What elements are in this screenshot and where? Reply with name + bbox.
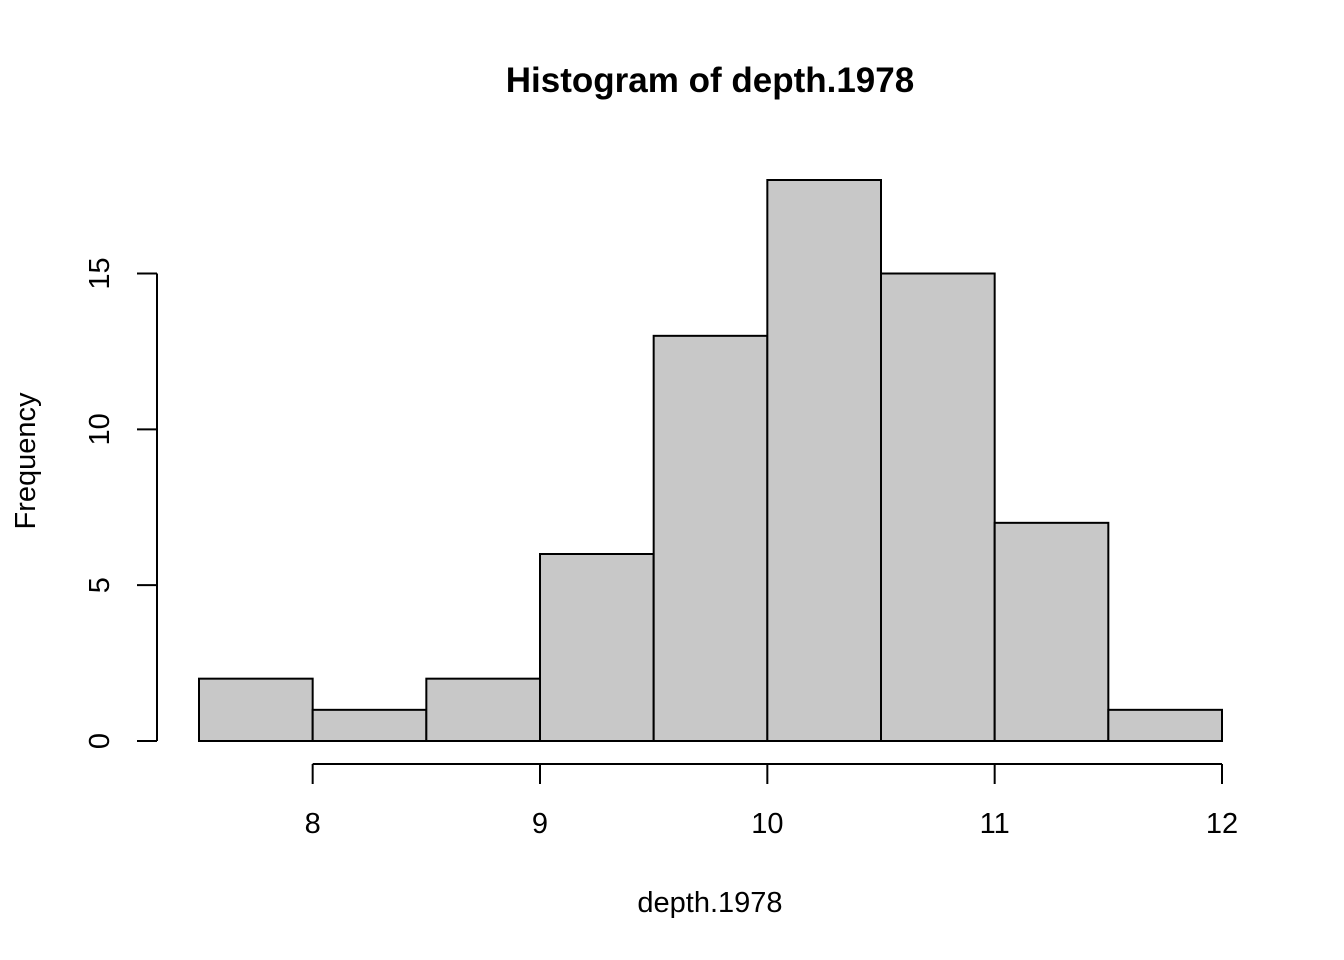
y-tick-label: 10: [84, 413, 116, 445]
x-tick-label: 11: [980, 808, 1010, 840]
y-axis: 0 5 10 15: [84, 257, 158, 749]
histogram-bar: [1107, 708, 1224, 742]
x-tick-label: 10: [751, 808, 783, 840]
histogram-bar: [425, 677, 542, 743]
y-tick-label: 15: [84, 257, 116, 289]
x-tick-label: 8: [305, 808, 321, 840]
histogram-bar: [652, 334, 769, 742]
x-tick-label: 12: [1206, 808, 1238, 840]
histogram-bar: [880, 272, 996, 742]
histogram-bar: [539, 553, 655, 742]
x-axis-label: depth.1978: [637, 887, 782, 919]
histogram-bar: [766, 179, 882, 742]
y-tick-label: 0: [84, 733, 116, 749]
x-tick-label: 9: [532, 808, 548, 840]
x-axis: 8 9 10 11 12: [305, 763, 1238, 840]
histogram-bar: [198, 677, 314, 743]
chart-title: Histogram of depth.1978: [506, 61, 914, 100]
bars-group: [198, 179, 1224, 743]
y-tick-label: 5: [84, 577, 116, 593]
y-axis-label: Frequency: [10, 392, 42, 530]
histogram-bar: [311, 708, 428, 742]
histogram-bar: [993, 521, 1110, 742]
